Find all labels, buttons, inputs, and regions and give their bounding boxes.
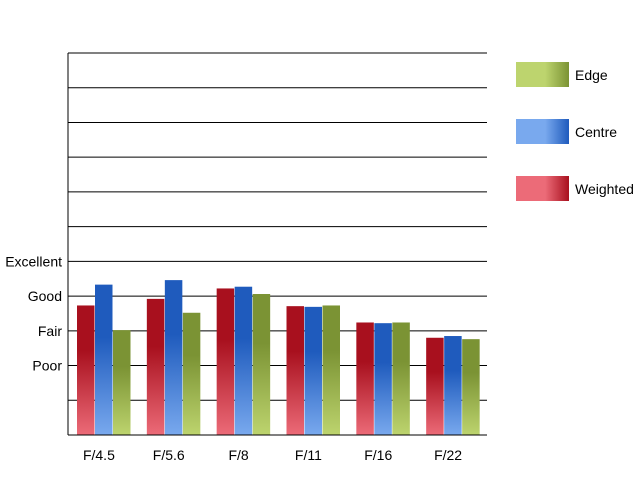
bar-centre-f-16	[374, 323, 392, 435]
axes	[67, 52, 487, 436]
bar-weighted-f-8	[216, 288, 235, 435]
gridlines	[68, 52, 487, 401]
x-tick-labels: F/4.5 F/5.6 F/8 F/11 F/16 F/22	[83, 447, 462, 463]
bar-weighted-f-11	[286, 306, 304, 435]
x-tick-label: F/5.6	[153, 447, 185, 463]
bar-weighted-f-4-5	[77, 305, 95, 435]
bar-edge-f-4-5	[113, 330, 131, 435]
legend-label-edge: Edge	[575, 67, 608, 83]
y-tick-labels: Poor Fair Good Excellent	[5, 253, 62, 373]
bar-centre-f-4-5	[95, 284, 113, 435]
bars	[77, 280, 480, 435]
bar-centre-f-5-6	[164, 280, 183, 435]
x-tick-label: F/8	[228, 447, 248, 463]
y-tick-label: Good	[28, 288, 62, 304]
x-tick-label: F/11	[295, 447, 322, 463]
y-tick-label: Fair	[38, 323, 62, 339]
legend-swatch-centre	[516, 119, 569, 144]
bar-edge-f-22	[462, 339, 480, 435]
bar-edge-f-5-6	[182, 312, 201, 435]
x-tick-label: F/22	[434, 447, 462, 463]
bar-weighted-f-16	[356, 322, 374, 435]
bar-centre-f-11	[304, 306, 322, 435]
bar-weighted-f-22	[426, 337, 444, 435]
bar-edge-f-16	[392, 322, 410, 435]
legend-label-weighted: Weighted	[575, 181, 634, 197]
legend-label-centre: Centre	[575, 124, 617, 140]
legend: Edge Centre Weighted	[516, 62, 634, 201]
y-tick-label: Excellent	[5, 253, 62, 269]
y-tick-label: Poor	[32, 358, 62, 374]
bar-centre-f-8	[234, 286, 253, 435]
bar-weighted-f-5-6	[146, 298, 165, 435]
bar-edge-f-8	[252, 294, 271, 435]
legend-swatch-weighted	[516, 176, 569, 201]
x-tick-label: F/4.5	[83, 447, 115, 463]
bar-centre-f-22	[444, 336, 462, 435]
x-tick-label: F/16	[364, 447, 392, 463]
legend-swatch-edge	[516, 62, 569, 87]
bar-edge-f-11	[322, 305, 340, 435]
